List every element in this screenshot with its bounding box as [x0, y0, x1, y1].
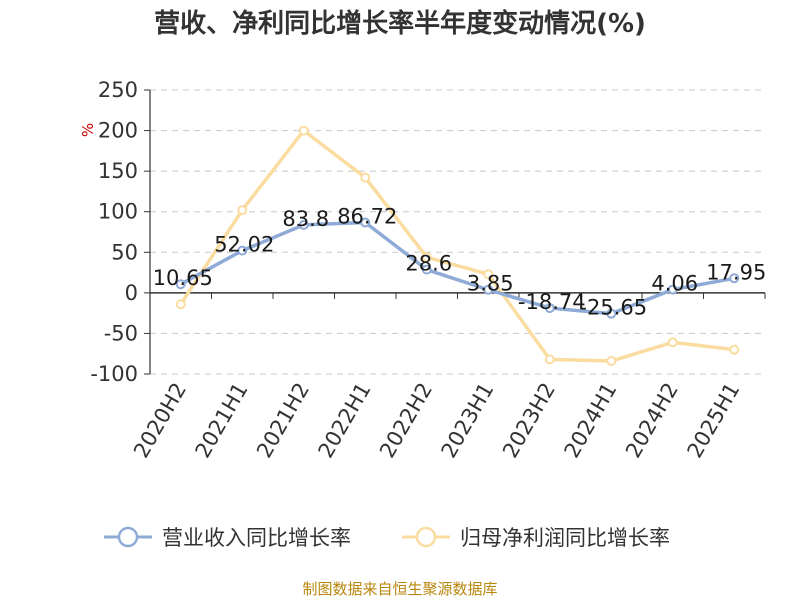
data-point[interactable]: [298, 125, 309, 136]
data-point[interactable]: [483, 284, 494, 295]
y-tick-label: 250: [98, 78, 138, 102]
data-label: 17.95: [706, 260, 766, 284]
data-point[interactable]: [667, 337, 678, 348]
y-tick-label: -50: [104, 321, 138, 345]
x-tick-label: 2022H1: [313, 379, 375, 463]
x-tick-label: 2021H2: [252, 379, 314, 463]
data-point[interactable]: [544, 303, 555, 314]
data-point[interactable]: [175, 279, 186, 290]
data-point[interactable]: [421, 264, 432, 275]
data-point[interactable]: [237, 205, 248, 216]
y-tick-label: -100: [90, 362, 138, 386]
data-point[interactable]: [606, 356, 617, 367]
legend-swatch-marker: [415, 526, 437, 548]
x-tick-label: 2024H1: [559, 379, 621, 463]
y-tick-label: 200: [98, 119, 138, 143]
data-point[interactable]: [544, 354, 555, 365]
data-label: 3.85: [467, 272, 514, 296]
data-point[interactable]: [483, 269, 494, 280]
data-label: -25.65: [579, 296, 647, 320]
legend-swatch-marker: [117, 526, 139, 548]
chart-title: 营收、净利同比增长率半年度变动情况(%): [154, 8, 646, 39]
grid-lines: [150, 89, 765, 375]
x-tick-label: 2022H2: [375, 379, 437, 463]
data-label: 4.06: [651, 272, 698, 296]
series-line-0: [179, 220, 735, 316]
y-tick-label: 50: [111, 240, 138, 264]
data-point[interactable]: [729, 273, 740, 284]
data-point[interactable]: [298, 219, 309, 230]
data-point[interactable]: [606, 308, 617, 319]
legend-label: 归母净利润同比增长率: [460, 526, 670, 550]
data-point[interactable]: [175, 299, 186, 310]
x-tick-label: 2020H2: [129, 379, 191, 463]
x-tick-label: 2025H1: [682, 379, 744, 463]
data-label: 10.65: [153, 266, 213, 290]
x-tick-label: 2021H1: [190, 379, 252, 463]
x-tick-label: 2023H1: [436, 379, 498, 463]
data-point[interactable]: [729, 344, 740, 355]
series-line-1: [179, 128, 735, 363]
x-axis-ticks: 2020H2 2021H1 2021H2 2022H1 2022H2 2023H1 2023…: [129, 292, 766, 463]
x-tick-label: 2023H2: [498, 379, 560, 463]
data-point[interactable]: [237, 245, 248, 256]
data-point[interactable]: [360, 217, 371, 228]
x-tick-label: 2024H2: [621, 379, 683, 463]
data-label: 52.02: [214, 233, 274, 257]
data-label: 83.8: [282, 207, 329, 231]
data-label: -18.74: [518, 290, 586, 314]
data-point[interactable]: [421, 252, 432, 263]
y-tick-label: 0: [125, 281, 138, 305]
data-label: 28.6: [405, 252, 452, 276]
y-tick-label: 150: [98, 159, 138, 183]
y-axis-ticks: 250 200 150 100 50 0 -50 -100: [90, 78, 150, 386]
source-note: 制图数据来自恒生聚源数据库: [302, 580, 497, 598]
y-axis-unit: %: [79, 123, 97, 137]
y-tick-label: 100: [98, 200, 138, 224]
legend-item-0[interactable]: 营业收入同比增长率: [104, 526, 351, 550]
legend-label: 营业收入同比增长率: [162, 526, 351, 550]
data-label: 86.72: [337, 204, 397, 228]
data-point[interactable]: [360, 172, 371, 183]
series-group: [175, 125, 740, 367]
data-point[interactable]: [667, 284, 678, 295]
legend[interactable]: 营业收入同比增长率 归母净利润同比增长率: [104, 526, 670, 550]
legend-item-1[interactable]: 归母净利润同比增长率: [402, 526, 670, 550]
